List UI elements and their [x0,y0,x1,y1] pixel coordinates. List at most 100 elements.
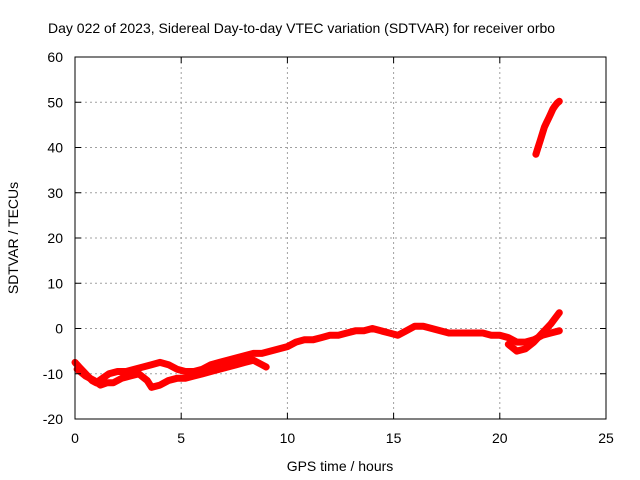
data-point [537,137,544,144]
data-point [173,366,180,373]
y-axis-label: SDTVAR / TECUs [5,182,21,294]
data-point [522,339,529,346]
data-point [420,323,427,330]
x-tick-label: 25 [598,430,614,446]
x-tick-label: 15 [386,430,402,446]
data-point [556,327,563,334]
grid-lines [75,57,606,419]
data-point [547,330,554,337]
data-point [394,332,401,339]
data-point [318,334,325,341]
data-point [156,382,163,389]
data-point [513,348,520,355]
data-point [199,370,206,377]
data-point [535,144,542,151]
data-point [216,366,223,373]
data-point [403,327,410,334]
data-point [258,361,265,368]
data-point [471,330,478,337]
data-layer [71,97,563,391]
data-point [233,354,240,361]
plot-frame [74,56,607,420]
y-tick-label: -10 [43,366,63,382]
data-point [545,115,552,122]
data-point [131,366,138,373]
data-point [543,119,550,126]
data-point [127,373,134,380]
data-point [207,361,214,368]
data-point [556,98,563,105]
data-point [335,332,342,339]
data-point [165,361,172,368]
data-point [263,363,270,370]
data-point [97,382,104,389]
data-point [82,373,89,380]
data-point [224,363,231,370]
data-point [454,330,461,337]
data-point [241,352,248,359]
data-point [547,320,554,327]
y-tick-label: 50 [47,94,63,110]
data-point [352,327,359,334]
data-point [224,357,231,364]
data-point [488,332,495,339]
data-point [539,130,546,137]
data-point [496,332,503,339]
data-point [144,377,151,384]
data-point [250,350,257,357]
data-point [103,379,110,386]
y-tick-label: 0 [55,321,63,337]
data-point [275,345,282,352]
data-point [139,363,146,370]
y-tick-label: 40 [47,140,63,156]
data-point [190,373,197,380]
data-series-band [71,322,563,387]
data-point [309,336,316,343]
data-point [114,368,121,375]
data-point [411,323,418,330]
data-series [504,309,563,355]
data-point [118,375,125,382]
data-point [428,325,435,332]
x-tick-label: 5 [177,430,185,446]
data-point [462,330,469,337]
y-tick-label: 10 [47,275,63,291]
axis-ticks: 0 5 10 15 20 25 -20 -10 0 10 20 30 40 50 60 [43,49,614,446]
data-point [241,359,248,366]
data-point [326,332,333,339]
data-point [284,343,291,350]
data-point [301,336,308,343]
data-point [343,330,350,337]
data-series [532,97,563,158]
data-point [258,350,265,357]
data-point [369,325,376,332]
data-point [207,368,214,375]
data-point [360,327,367,334]
data-point [377,327,384,334]
data-point [165,377,172,384]
y-tick-label: 30 [47,185,63,201]
data-point [445,330,452,337]
data-point [292,339,299,346]
data-point [267,348,274,355]
chart-title: Day 022 of 2023, Sidereal Day-to-day VTE… [48,20,555,36]
data-series [73,356,270,391]
x-tick-label: 0 [71,430,79,446]
data-point [547,110,554,117]
data-point [91,377,98,384]
data-point [105,370,112,377]
data-point [250,357,257,364]
x-tick-label: 20 [492,430,508,446]
data-point [386,330,393,337]
data-point [135,370,142,377]
data-point [532,151,539,158]
data-point [148,361,155,368]
data-point [522,345,529,352]
data-point [173,375,180,382]
x-tick-label: 10 [280,430,296,446]
y-tick-label: 20 [47,230,63,246]
data-point [233,361,240,368]
data-point [479,330,486,337]
data-point [505,341,512,348]
data-point [99,375,106,382]
